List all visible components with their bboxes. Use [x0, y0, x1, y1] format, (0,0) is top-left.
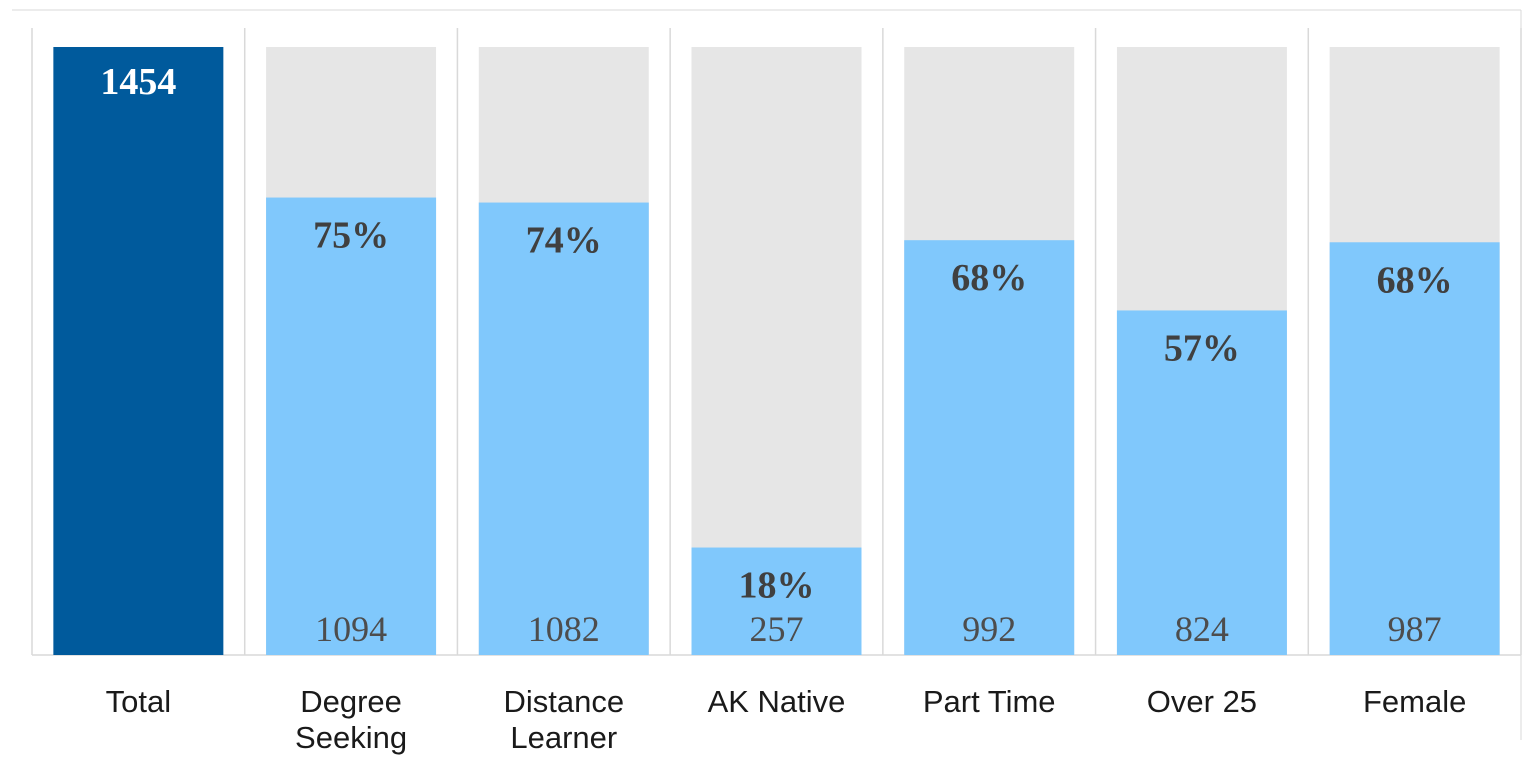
data-label-total: 1454	[100, 61, 176, 103]
category-tick-label: Part Time	[923, 684, 1056, 719]
category-tick-label: Over 25	[1147, 684, 1257, 719]
bars-group	[53, 47, 1500, 656]
data-label-percent: 74%	[526, 220, 602, 262]
category-tick-label: AK Native	[708, 684, 846, 719]
category-tick-label: Degree	[300, 684, 402, 719]
data-label-percent: 68%	[1377, 259, 1453, 301]
data-label-percent: 57%	[1164, 327, 1240, 369]
data-label-percent: 68%	[951, 257, 1027, 299]
bar-subgroup	[1116, 310, 1287, 655]
category-tick-label: Seeking	[295, 720, 407, 755]
data-label-count: 992	[962, 609, 1016, 649]
data-label-percent: 18%	[739, 565, 815, 607]
category-tick-label: Distance	[503, 684, 624, 719]
category-tick-label: Total	[106, 684, 171, 719]
data-labels-group: 1454 75% 1094 74% 1082 18%257 68% 992 57% 824 68% 9…	[100, 61, 1452, 649]
bar-subgroup	[266, 197, 437, 656]
bar-total	[53, 47, 224, 655]
bar-subgroup	[904, 240, 1075, 655]
data-label-count: 1082	[528, 609, 600, 649]
data-label-count: 257	[750, 609, 804, 649]
data-label-count: 987	[1388, 609, 1442, 649]
bar-subgroup	[1329, 242, 1500, 655]
data-label-percent: 75%	[313, 215, 389, 257]
category-tick-label: Learner	[510, 720, 617, 755]
category-tick-label: Female	[1363, 684, 1466, 719]
data-label-count: 1094	[315, 609, 387, 649]
data-label-count: 824	[1175, 609, 1229, 649]
bar-subgroup	[691, 547, 862, 655]
bar-subgroup	[478, 202, 649, 656]
